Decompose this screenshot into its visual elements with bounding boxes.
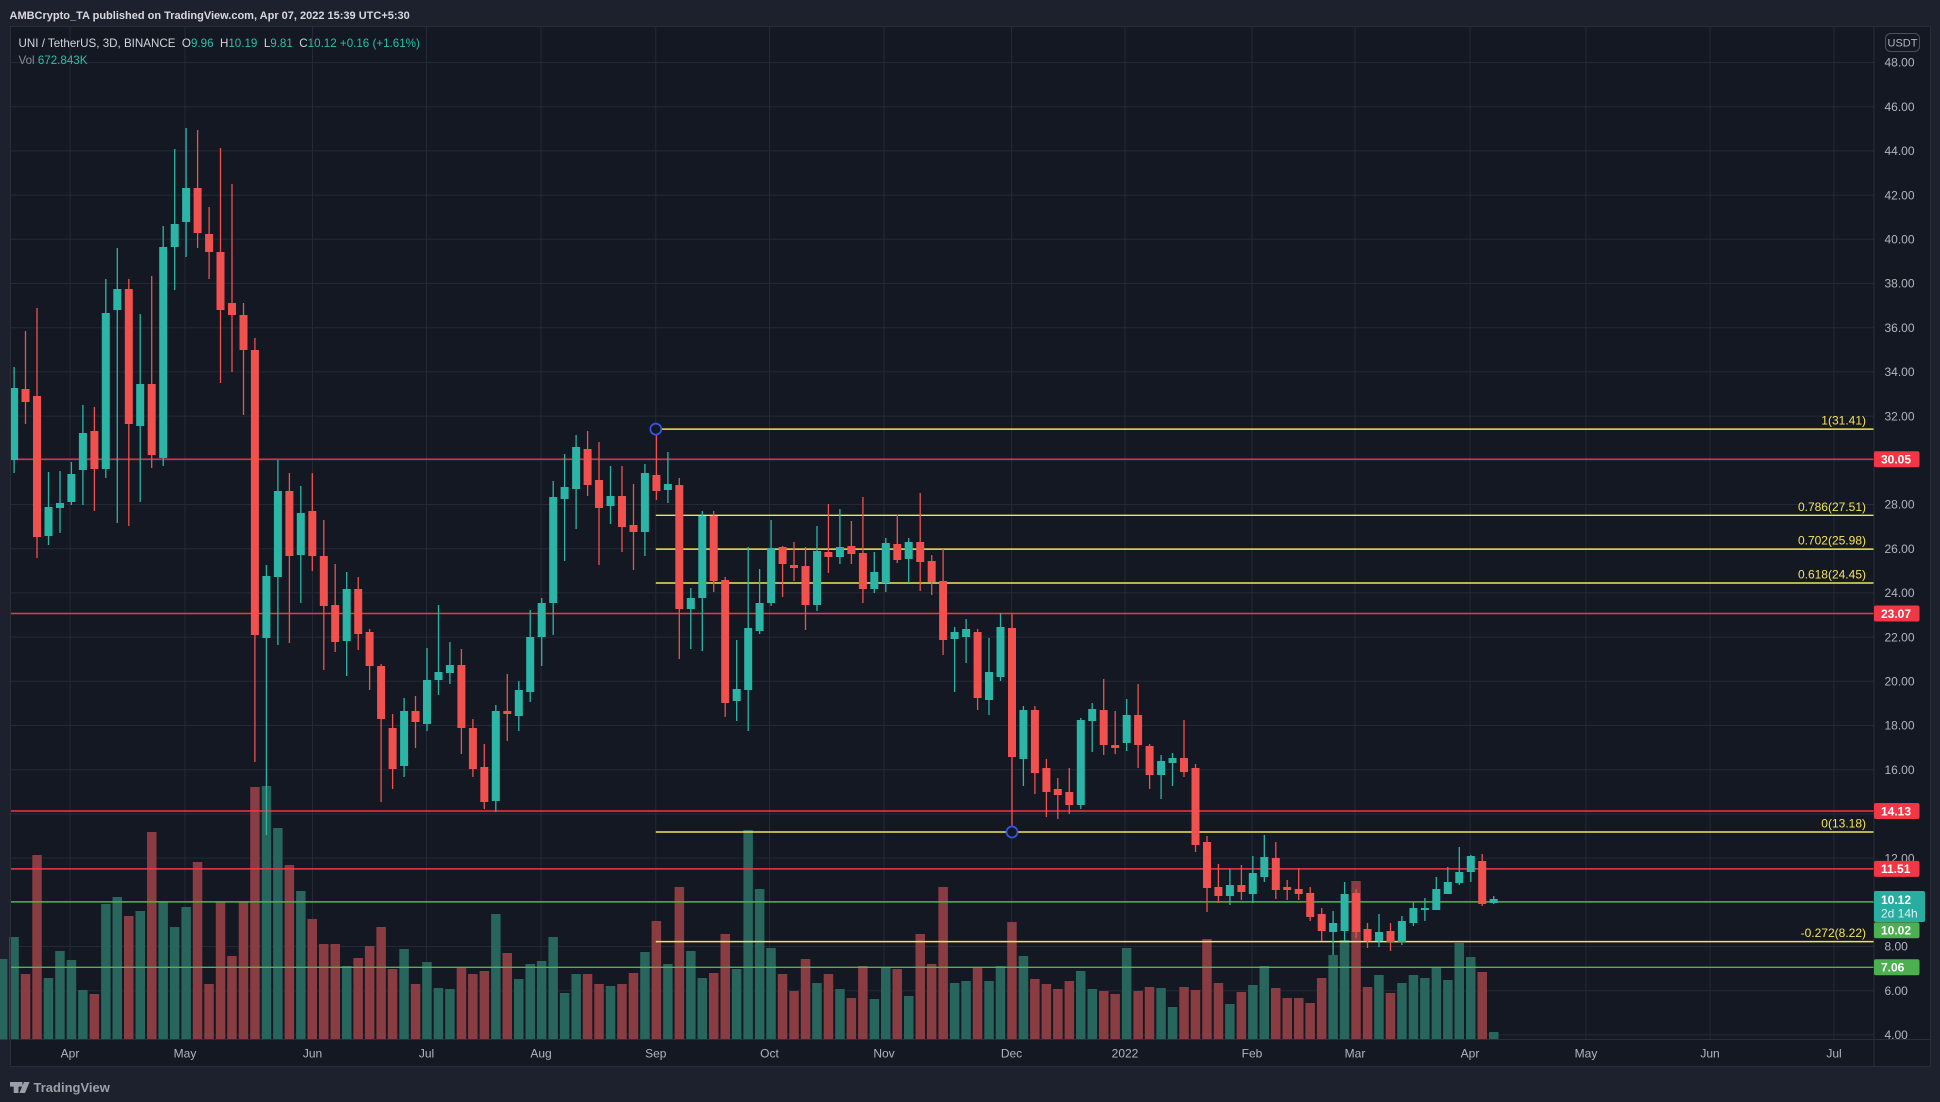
svg-text:USDT: USDT [1888,38,1918,50]
svg-text:7.06: 7.06 [1881,961,1905,975]
svg-text:Oct: Oct [760,1047,779,1061]
svg-text:TradingView: TradingView [34,1080,111,1095]
svg-text:36.00: 36.00 [1885,321,1915,335]
svg-text:23.07: 23.07 [1881,607,1911,621]
svg-text:Jun: Jun [1700,1047,1719,1061]
svg-text:Nov: Nov [873,1047,894,1061]
svg-text:40.00: 40.00 [1885,233,1915,247]
svg-text:AMBCrypto_TA published on Trad: AMBCrypto_TA published on TradingView.co… [10,10,410,22]
svg-text:1(31.41): 1(31.41) [1821,414,1866,428]
svg-text:22.00: 22.00 [1885,630,1915,644]
svg-text:48.00: 48.00 [1885,56,1915,70]
svg-text:38.00: 38.00 [1885,277,1915,291]
svg-text:2022: 2022 [1112,1047,1139,1061]
svg-text:Aug: Aug [530,1047,551,1061]
svg-text:Feb: Feb [1242,1047,1263,1061]
svg-text:May: May [1575,1047,1598,1061]
svg-text:Dec: Dec [1001,1047,1022,1061]
svg-text:24.00: 24.00 [1885,586,1915,600]
svg-text:4.00: 4.00 [1885,1028,1909,1042]
svg-text:10.02: 10.02 [1881,924,1911,938]
svg-text:Jul: Jul [419,1047,434,1061]
svg-text:16.00: 16.00 [1885,763,1915,777]
svg-text:32.00: 32.00 [1885,409,1915,423]
svg-text:26.00: 26.00 [1885,542,1915,556]
svg-text:8.00: 8.00 [1885,940,1909,954]
svg-text:0.702(25.98): 0.702(25.98) [1798,534,1866,548]
svg-text:18.00: 18.00 [1885,719,1915,733]
svg-text:0.618(24.45): 0.618(24.45) [1798,568,1866,582]
svg-text:34.00: 34.00 [1885,365,1915,379]
svg-text:14.13: 14.13 [1881,804,1911,818]
svg-text:6.00: 6.00 [1885,984,1909,998]
svg-text:11.51: 11.51 [1881,862,1911,876]
svg-text:20.00: 20.00 [1885,675,1915,689]
svg-text:2d 14h: 2d 14h [1881,907,1918,921]
svg-text:42.00: 42.00 [1885,188,1915,202]
svg-text:Mar: Mar [1345,1047,1366,1061]
svg-text:Sep: Sep [645,1047,667,1061]
svg-text:10.12: 10.12 [1881,893,1911,907]
svg-text:-0.272(8.22): -0.272(8.22) [1801,926,1866,940]
svg-text:Apr: Apr [1461,1047,1480,1061]
svg-text:UNI / TetherUS, 3D, BINANCE O: UNI / TetherUS, 3D, BINANCE O9.96 H10.19… [19,37,420,50]
svg-text:30.05: 30.05 [1881,453,1911,467]
svg-text:Apr: Apr [61,1047,80,1061]
svg-text:0.786(27.51): 0.786(27.51) [1798,500,1866,514]
svg-text:0(13.18): 0(13.18) [1821,817,1866,831]
svg-text:Jul: Jul [1826,1047,1841,1061]
svg-text:Jun: Jun [303,1047,322,1061]
svg-text:28.00: 28.00 [1885,498,1915,512]
svg-text:Vol 672.843K: Vol 672.843K [19,54,88,67]
svg-text:May: May [174,1047,197,1061]
svg-text:44.00: 44.00 [1885,144,1915,158]
svg-text:46.00: 46.00 [1885,100,1915,114]
